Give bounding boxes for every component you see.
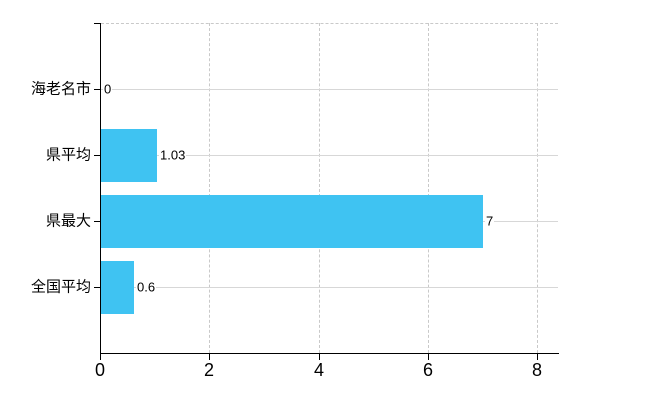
v-gridline <box>209 23 211 353</box>
x-tick <box>209 354 210 360</box>
x-tick <box>100 354 101 360</box>
x-tick <box>537 354 538 360</box>
value-label: 7 <box>485 213 495 229</box>
category-label: 県平均 <box>45 146 91 164</box>
h-gridline <box>101 155 558 156</box>
value-label: 0.6 <box>136 279 157 295</box>
y-tick <box>94 221 100 222</box>
x-tick-label: 6 <box>422 360 434 380</box>
y-axis-top-tick <box>94 23 100 24</box>
y-tick <box>94 89 100 90</box>
h-gridline <box>101 287 558 288</box>
y-axis <box>100 23 101 354</box>
plot-top-border <box>101 23 558 24</box>
x-tick <box>428 354 429 360</box>
x-tick-label: 8 <box>531 360 543 380</box>
v-gridline <box>537 23 538 353</box>
bar-全国平均 <box>101 261 134 314</box>
value-label: 1.03 <box>159 147 187 163</box>
x-tick-label: 2 <box>203 360 215 380</box>
v-gridline <box>318 23 320 353</box>
x-tick-label: 4 <box>313 360 325 380</box>
category-label: 海老名市 <box>30 80 91 98</box>
value-label: 0 <box>103 81 113 97</box>
category-label: 全国平均 <box>30 278 91 296</box>
y-tick <box>94 155 100 156</box>
category-label: 県最大 <box>45 212 91 230</box>
h-gridline <box>101 89 558 90</box>
bar-県最大 <box>101 195 483 248</box>
bar-県平均 <box>101 129 157 182</box>
x-tick-label: 0 <box>94 360 106 380</box>
y-tick <box>94 287 100 288</box>
x-axis <box>100 353 559 354</box>
v-gridline <box>427 23 429 353</box>
x-tick <box>319 354 320 360</box>
